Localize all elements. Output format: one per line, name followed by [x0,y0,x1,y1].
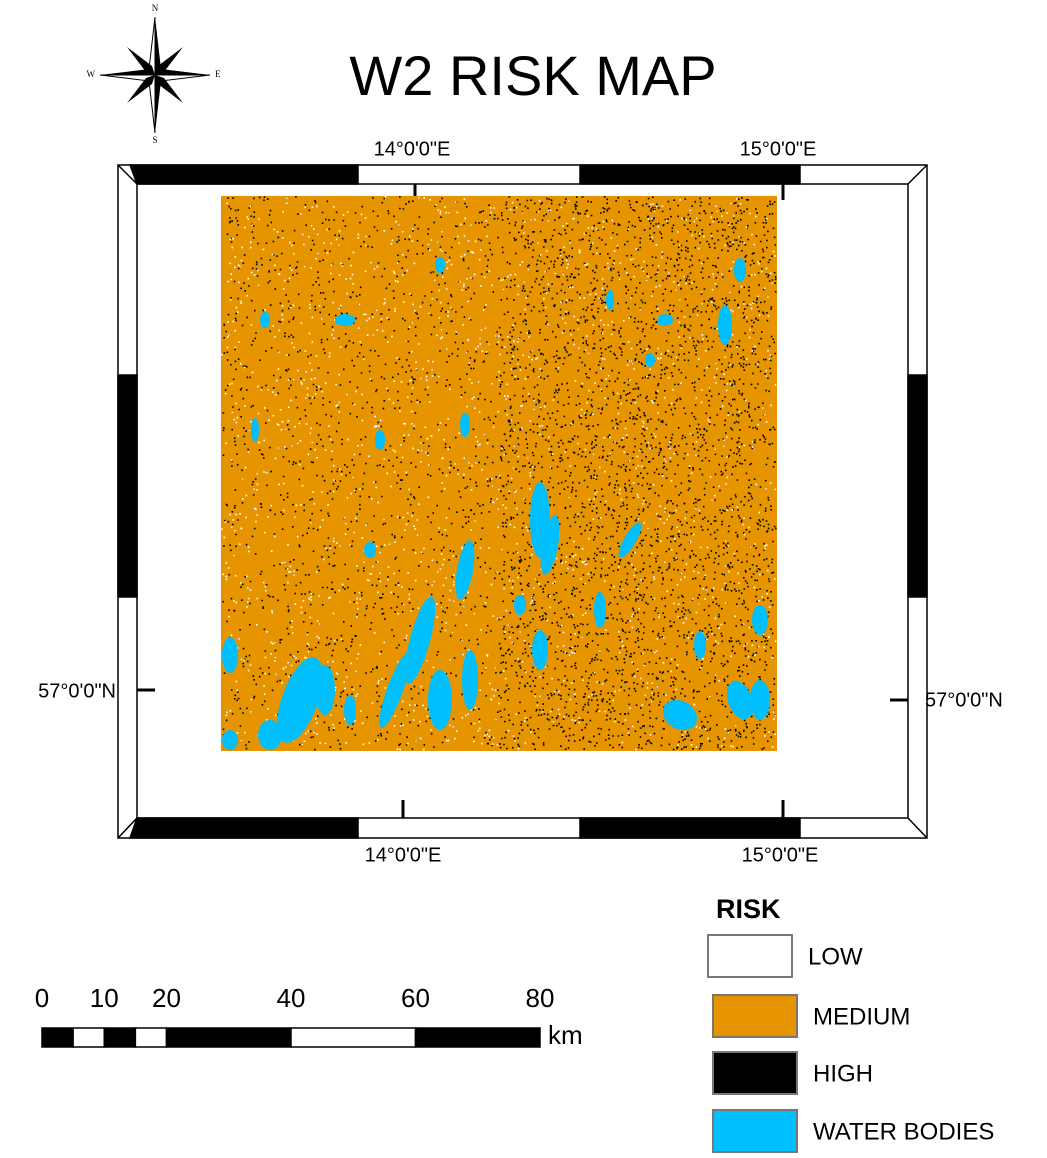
water-body [750,680,770,720]
legend-label: MEDIUM [813,1003,910,1030]
scale-segment [41,1027,74,1048]
water-body [726,680,754,720]
water-body [375,430,385,450]
legend-swatch [712,1109,798,1153]
water-body [404,596,436,684]
scale-bar: 0 10 20 40 60 80 km [35,983,583,1050]
legend-label: WATER BODIES [813,1118,994,1145]
scale-label: 80 [526,983,555,1013]
graticule-label: 15°0'0"E [742,844,819,866]
water-body [344,695,356,725]
legend: LOW MEDIUM HIGH WATER BODIES [707,934,994,1153]
compass-n: N [152,3,159,13]
scale-unit: km [548,1020,583,1050]
water-body [752,605,768,635]
scale-label: 60 [401,983,430,1013]
water-body [540,515,560,575]
scale-label: 40 [277,983,306,1013]
legend-swatch [707,934,793,978]
water-body [618,522,642,558]
water-body [222,730,238,750]
water-body [594,592,606,628]
risk-raster [221,196,777,751]
scale-label: 10 [90,983,119,1013]
graticule-label: 57°0'0"N [38,680,116,702]
water-body [657,314,673,326]
scale-segment [290,1027,417,1048]
graticule-label: 14°0'0"E [374,138,451,160]
compass-e: E [215,69,221,79]
water-body [514,595,526,615]
water-body [258,720,282,750]
water-body [335,314,355,326]
water-body [718,305,732,345]
legend-swatch [712,994,798,1038]
scale-segment [165,1027,292,1048]
water-body [277,657,323,743]
compass-w: W [87,69,96,79]
high-cells [222,196,777,751]
scale-segment [134,1027,168,1048]
water-body [251,418,259,442]
graticule-label: 15°0'0"E [740,138,817,160]
water-body [428,670,452,730]
scale-label: 0 [35,983,49,1013]
compass-s: S [152,135,157,145]
water-body [435,257,445,273]
legend-label: LOW [808,943,863,970]
scale-segment [103,1027,137,1048]
water-body [606,290,614,310]
legend-swatch [712,1051,798,1095]
water-body [460,413,470,437]
graticule-label: 57°0'0"N [925,689,1003,711]
water-body [694,631,706,659]
water-body [260,312,270,328]
scale-label: 20 [152,983,181,1013]
legend-label: HIGH [813,1060,873,1087]
water-body [364,542,376,558]
legend-title: RISK [716,894,781,924]
north-arrow: N S W E [87,3,222,145]
water-body [734,258,746,282]
water-body [662,699,698,731]
water-body [455,540,475,600]
map-title: W2 RISK MAP [349,44,716,107]
graticule-label: 14°0'0"E [365,844,442,866]
scale-segment [72,1027,105,1048]
water-body [645,353,655,367]
water-body [222,637,238,673]
water-body [315,665,335,715]
scale-segment [414,1027,541,1048]
water-body [379,652,411,728]
water-body [462,650,478,710]
water-body [532,630,548,670]
